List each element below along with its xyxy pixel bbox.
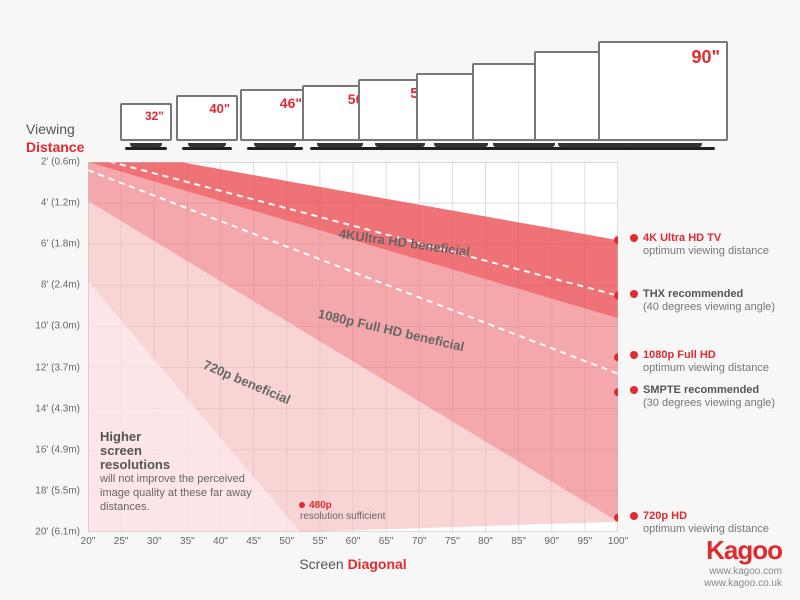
- legend-title: THX recommended: [643, 288, 743, 300]
- x-tick: 55": [313, 536, 328, 547]
- x-tick: 30": [147, 536, 162, 547]
- x-tick: 95": [578, 536, 593, 547]
- legend-4k-ultra-hd-tv: 4K Ultra HD TVoptimum viewing distance: [630, 232, 798, 258]
- legend-title: 720p HD: [643, 510, 687, 522]
- legend-subtitle: optimum viewing distance: [643, 523, 798, 536]
- legend-dot: [630, 351, 638, 359]
- x-tick: 70": [412, 536, 427, 547]
- tv-size-illustration: 32"40"46"50"55"60"70"80"90": [120, 20, 710, 150]
- x-tick: 35": [180, 536, 195, 547]
- legend-dot: [630, 290, 638, 298]
- legend-720p-hd: 720p HDoptimum viewing distance: [630, 510, 798, 536]
- x-axis-title-word2: Diagonal: [348, 556, 407, 572]
- tv-32": 32": [120, 103, 172, 150]
- y-tick: 4' (1.2m): [41, 198, 80, 209]
- x-tick: 80": [478, 536, 493, 547]
- y-axis-ticks: 2' (0.6m)4' (1.2m)6' (1.8m)8' (2.4m)10' …: [36, 162, 86, 532]
- legend-title: 4K Ultra HD TV: [643, 232, 721, 244]
- y-tick: 6' (1.8m): [41, 239, 80, 250]
- x-tick: 90": [544, 536, 559, 547]
- y-tick: 18' (5.5m): [35, 485, 80, 496]
- callout-dot: [299, 502, 305, 508]
- brand-logo: Kagoo www.kagoo.com www.kagoo.co.uk: [704, 535, 782, 590]
- x-axis-ticks: 20"25"30"35"40"45"50"55"60"65"70"75"80"8…: [88, 534, 618, 552]
- y-tick: 14' (4.3m): [35, 403, 80, 414]
- callout-480p-title: 480p: [309, 500, 332, 511]
- x-axis-title: Screen Diagonal: [88, 556, 618, 572]
- legend-dot: [630, 512, 638, 520]
- x-tick: 25": [114, 536, 129, 547]
- x-tick: 75": [445, 536, 460, 547]
- legend-subtitle: optimum viewing distance: [643, 245, 798, 258]
- x-tick: 60": [346, 536, 361, 547]
- resolution-note-text: will not improve the perceived image qua…: [100, 473, 252, 513]
- y-tick: 2' (0.6m): [41, 157, 80, 168]
- x-tick: 20": [81, 536, 96, 547]
- y-tick: 12' (3.7m): [35, 362, 80, 373]
- x-axis-title-word1: Screen: [299, 556, 343, 572]
- x-tick: 45": [246, 536, 261, 547]
- legend-subtitle: optimum viewing distance: [643, 362, 798, 375]
- resolution-note: Higherscreenresolutions will not improve…: [100, 430, 270, 514]
- x-tick: 85": [511, 536, 526, 547]
- callout-480p-sub: resolution sufficient: [300, 511, 385, 522]
- x-tick: 40": [213, 536, 228, 547]
- tv-40": 40": [176, 95, 238, 150]
- y-axis-title: Viewing Distance: [26, 120, 84, 156]
- legend-thx-recommended: THX recommended(40 degrees viewing angle…: [630, 288, 798, 314]
- legend-title: SMPTE recommended: [643, 384, 759, 396]
- y-tick: 10' (3.0m): [35, 321, 80, 332]
- y-tick: 8' (2.4m): [41, 280, 80, 291]
- tv-46": 46": [240, 89, 310, 150]
- y-tick: 20' (6.1m): [35, 527, 80, 538]
- legend-smpte-recommended: SMPTE recommended(30 degrees viewing ang…: [630, 384, 798, 410]
- legend-subtitle: (30 degrees viewing angle): [643, 397, 798, 410]
- y-tick: 16' (4.9m): [35, 444, 80, 455]
- y-axis-title-line2: Distance: [26, 138, 84, 156]
- x-tick: 50": [279, 536, 294, 547]
- brand-url-2: www.kagoo.co.uk: [704, 578, 782, 590]
- legend-dot: [630, 234, 638, 242]
- brand-url-1: www.kagoo.com: [704, 566, 782, 578]
- legend-subtitle: (40 degrees viewing angle): [643, 301, 798, 314]
- legend-title: 1080p Full HD: [643, 349, 716, 361]
- y-axis-title-line1: Viewing: [26, 120, 84, 138]
- tv-90": 90": [598, 41, 728, 150]
- resolution-note-bold: Higherscreenresolutions: [100, 430, 270, 472]
- x-tick: 100": [608, 536, 628, 547]
- x-tick: 65": [379, 536, 394, 547]
- legend-dot: [630, 386, 638, 394]
- legend-1080p-full-hd: 1080p Full HDoptimum viewing distance: [630, 349, 798, 375]
- right-legend: 4K Ultra HD TVoptimum viewing distanceTH…: [630, 162, 798, 532]
- brand-name: Kagoo: [704, 535, 782, 566]
- callout-480p: 480p resolution sufficient: [300, 500, 385, 522]
